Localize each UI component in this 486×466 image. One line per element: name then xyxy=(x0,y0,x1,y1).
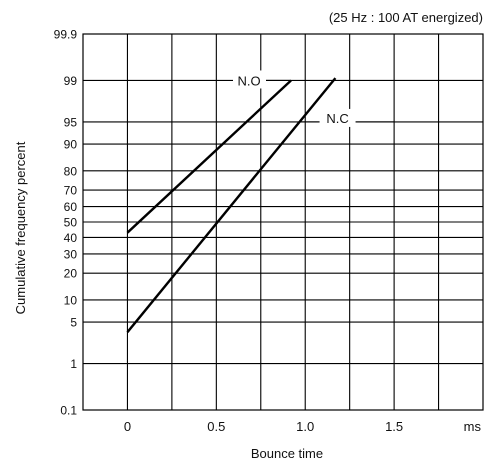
series-label-bg xyxy=(233,70,266,89)
x-tick-label: 1.5 xyxy=(385,419,403,434)
series-line-n-o xyxy=(126,79,292,234)
y-tick-label: 30 xyxy=(64,247,78,261)
y-tick-label: 80 xyxy=(64,164,78,178)
series-line-n-c xyxy=(126,77,337,333)
series-label-n-o: N.O xyxy=(237,73,260,88)
y-tick-label: 5 xyxy=(70,316,77,330)
x-tick-label: 0 xyxy=(124,419,131,434)
y-tick-label: 50 xyxy=(64,216,78,230)
y-tick-label: 99 xyxy=(64,74,78,88)
x-tick-label: 0.5 xyxy=(207,419,225,434)
y-tick-label: 60 xyxy=(64,200,78,214)
series-labels: N.O N.C xyxy=(233,70,395,127)
series-label-n-c: N.C xyxy=(326,111,348,126)
y-tick-label: 40 xyxy=(64,231,78,245)
y-tick-label: 70 xyxy=(64,184,78,198)
series-lines xyxy=(126,77,337,333)
y-tick-label: 0.1 xyxy=(60,404,77,418)
y-tick-label: 99.9 xyxy=(54,28,78,42)
y-tick-label: 90 xyxy=(64,138,78,152)
x-axis-label: Bounce time xyxy=(251,446,323,461)
y-axis-label: Cumulative frequency percent xyxy=(13,141,28,314)
chart-annotation: (25 Hz : 100 AT energized) xyxy=(329,10,483,25)
y-tick-label: 95 xyxy=(64,115,78,129)
y-tick-label: 20 xyxy=(64,267,78,281)
plot-frame xyxy=(82,33,484,411)
x-tick-label: 1.0 xyxy=(296,419,314,434)
x-tick-labels: 0 0.5 1.0 1.5 xyxy=(124,419,403,434)
series-label-bg xyxy=(319,108,356,127)
x-unit-label: ms xyxy=(464,419,482,434)
y-tick-label: 1 xyxy=(70,357,77,371)
horizontal-grid xyxy=(83,79,483,365)
y-tick-label: 10 xyxy=(64,293,78,307)
